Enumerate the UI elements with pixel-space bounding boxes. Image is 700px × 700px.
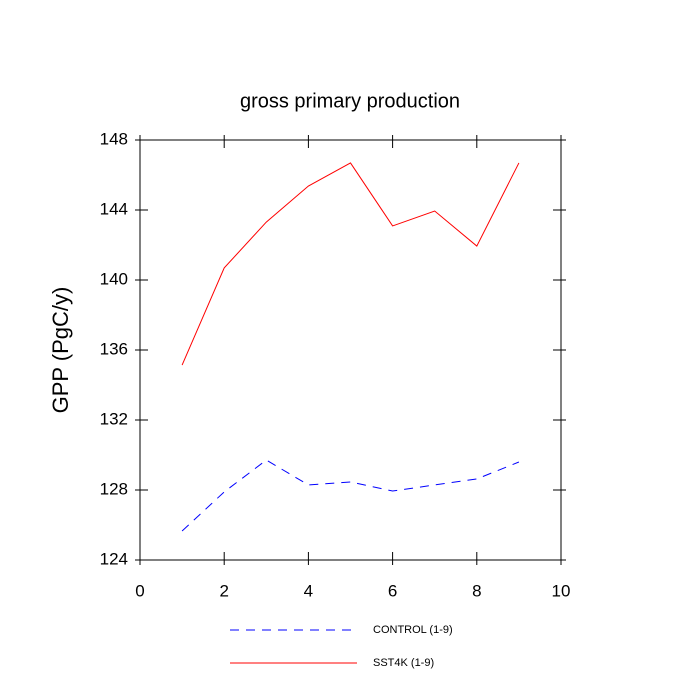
y-tick-label: 132 <box>100 409 128 428</box>
legend-label: CONTROL (1-9) <box>373 624 453 636</box>
y-tick-label: 128 <box>100 479 128 498</box>
plot-frame <box>139 139 562 561</box>
chart-title: gross primary production <box>240 90 460 112</box>
x-tick-label: 4 <box>304 581 313 600</box>
x-tick-label: 0 <box>135 581 144 600</box>
series-line <box>181 459 520 532</box>
x-tick-label: 6 <box>388 581 397 600</box>
x-tick-label: 8 <box>472 581 481 600</box>
series-line <box>181 162 520 366</box>
x-tick-label: 2 <box>219 581 228 600</box>
y-tick-label: 144 <box>100 199 128 218</box>
y-axis-label: GPP (PgC/y) <box>48 287 73 414</box>
y-tick-label: 136 <box>100 339 128 358</box>
y-tick-label: 140 <box>100 269 128 288</box>
y-tick-label: 148 <box>100 129 128 148</box>
x-tick-label: 10 <box>552 581 571 600</box>
legend-label: SST4K (1-9) <box>373 657 434 669</box>
y-tick-label: 124 <box>100 549 128 568</box>
